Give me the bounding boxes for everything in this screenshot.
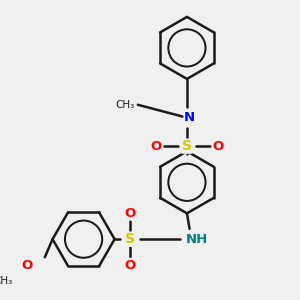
Text: NH: NH: [186, 233, 208, 246]
Text: N: N: [184, 111, 195, 124]
Text: O: O: [21, 259, 32, 272]
Text: CH₃: CH₃: [0, 275, 13, 286]
Text: O: O: [124, 259, 136, 272]
Text: S: S: [125, 232, 135, 246]
Text: S: S: [182, 139, 192, 153]
Text: O: O: [212, 140, 224, 153]
Text: CH₃: CH₃: [115, 100, 135, 110]
Text: O: O: [124, 207, 136, 220]
Text: O: O: [150, 140, 162, 153]
